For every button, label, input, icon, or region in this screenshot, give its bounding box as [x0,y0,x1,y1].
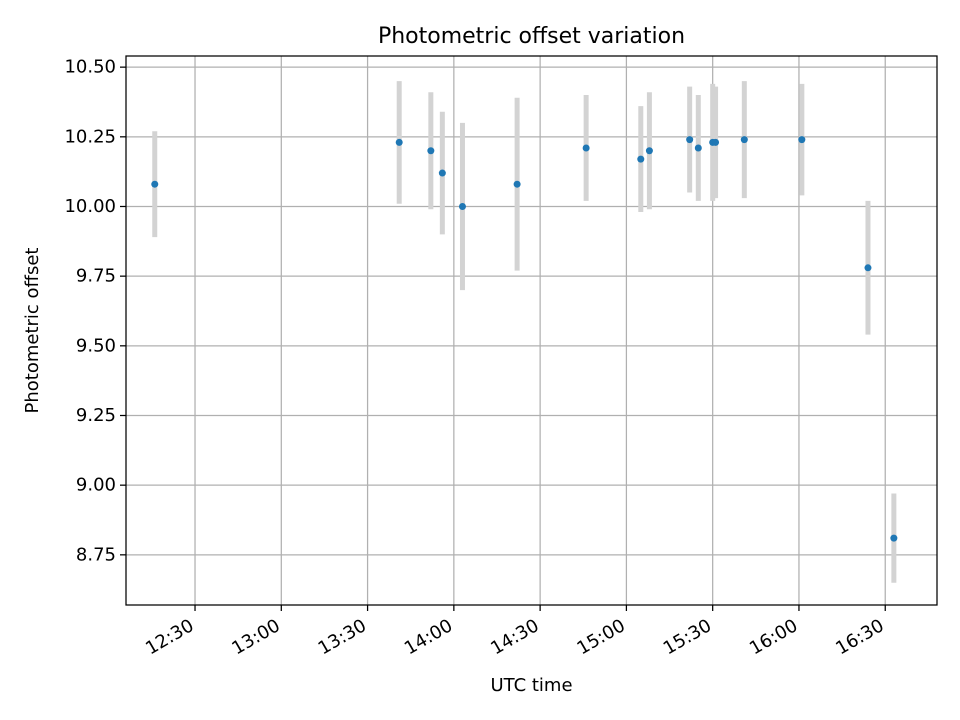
data-point [712,138,720,146]
y-tick-label: 10.25 [64,126,116,147]
y-tick-label: 10.50 [64,57,116,78]
data-point [645,147,653,155]
y-tick-label: 9.75 [76,266,116,287]
data-point [151,180,159,188]
data-point [513,180,521,188]
data-point [395,138,403,146]
data-point [427,147,435,155]
data-point [798,136,806,144]
y-axis-label: Photometric offset [22,248,43,414]
data-point [438,169,446,177]
data-point [458,202,466,210]
data-point [890,534,898,542]
y-tick-label: 10.00 [64,196,116,217]
chart-title: Photometric offset variation [378,24,685,49]
data-point [864,264,872,272]
data-points [151,136,898,542]
plot-area [126,56,937,605]
y-tick-label: 9.00 [76,475,116,496]
x-axis-label: UTC time [490,675,572,696]
grid-lines [126,56,937,605]
data-point [740,136,748,144]
data-point [582,144,590,152]
data-point [637,155,645,163]
data-point [694,144,702,152]
data-point [686,136,694,144]
y-tick-label: 9.50 [76,335,116,356]
y-axis-ticks: 8.75 9.00 9.25 9.50 9.75 10.00 10.25 10.50 [64,57,126,565]
y-tick-label: 9.25 [76,405,116,426]
plot-frame [125,55,938,606]
y-tick-label: 8.75 [76,544,116,565]
